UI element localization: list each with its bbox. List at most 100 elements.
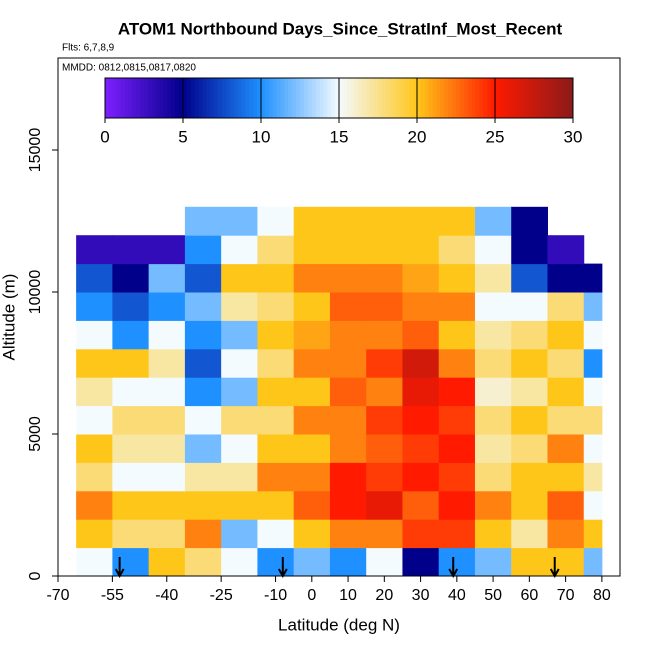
colorbar-swatch	[163, 78, 168, 118]
heat-cell	[583, 348, 603, 378]
x-tick-label: 80	[593, 587, 611, 604]
colorbar-tick-label: 0	[100, 127, 109, 146]
colorbar-swatch	[475, 78, 480, 118]
heat-cell	[76, 519, 113, 549]
colorbar-swatch	[151, 78, 157, 118]
colorbar-swatch	[237, 78, 242, 118]
colorbar-swatch	[120, 78, 125, 118]
heat-cell	[329, 377, 367, 407]
heat-cell	[148, 377, 186, 407]
heat-cell	[293, 377, 331, 407]
heat-cell	[221, 263, 258, 293]
heat-cell	[329, 292, 367, 321]
colorbar-swatch	[155, 78, 161, 118]
heat-cell	[547, 320, 585, 350]
heat-cell	[402, 490, 440, 520]
colorbar-swatch	[222, 78, 227, 118]
colorbar-swatch	[459, 78, 465, 118]
heat-cell	[329, 235, 367, 265]
colorbar-swatch	[264, 78, 270, 118]
heat-cell	[148, 547, 186, 577]
heat-cell	[184, 292, 222, 321]
heat-cell	[148, 263, 186, 293]
heat-cell	[148, 292, 186, 321]
heat-cell	[511, 490, 548, 520]
colorbar-swatch	[233, 78, 239, 118]
heat-cell	[474, 263, 512, 293]
colorbar-swatch	[284, 78, 289, 118]
colorbar-swatch	[506, 78, 512, 118]
colorbar-swatch	[510, 78, 515, 118]
heat-cell	[438, 263, 476, 293]
heat-cell	[583, 292, 603, 321]
colorbar-swatch	[420, 78, 426, 118]
colorbar-swatch	[346, 78, 352, 118]
heat-cell	[148, 348, 186, 378]
heat-cell	[402, 348, 440, 378]
heat-cell	[257, 490, 295, 520]
colorbar-swatch	[300, 78, 305, 118]
colorbar-swatch	[268, 78, 274, 118]
heat-cell	[511, 235, 548, 265]
colorbar-swatch	[381, 78, 387, 118]
heat-cell	[257, 235, 295, 265]
heat-cell	[366, 405, 403, 435]
colorbar-swatch	[471, 78, 476, 118]
heat-cell	[293, 547, 331, 577]
heat-cell	[148, 405, 186, 435]
colorbar-swatch	[350, 78, 356, 118]
x-tick-label: 70	[557, 587, 575, 604]
colorbar-swatch	[374, 78, 379, 118]
heat-cell	[583, 263, 603, 293]
heat-cell	[438, 405, 476, 435]
colorbar-swatch	[253, 78, 258, 118]
colorbar-swatch	[327, 78, 332, 118]
heat-cell	[511, 206, 548, 236]
heat-cell	[366, 490, 403, 520]
colorbar-swatch	[167, 78, 172, 118]
heat-cell	[438, 462, 476, 492]
heat-cell	[184, 490, 222, 520]
colorbar-swatch	[370, 78, 375, 118]
colorbar-swatch	[362, 78, 367, 118]
heat-cell	[366, 320, 403, 350]
heat-cell	[547, 292, 585, 321]
heat-cell	[112, 292, 150, 321]
x-tick-label: -25	[210, 587, 233, 604]
heat-cell	[402, 320, 440, 350]
heat-cell	[76, 405, 113, 435]
heat-cell	[547, 547, 585, 577]
colorbar-swatch	[436, 78, 441, 118]
heat-cell	[511, 377, 548, 407]
heat-cell	[474, 377, 512, 407]
heat-cell	[112, 547, 150, 577]
heat-cell	[474, 235, 512, 265]
heat-cell	[257, 462, 295, 492]
colorbar-swatch	[245, 78, 250, 118]
heat-cell	[148, 519, 186, 549]
heat-cell	[583, 547, 603, 577]
subtitle: Flts: 6,7,8,9	[62, 43, 115, 54]
heat-cell	[366, 263, 403, 293]
heat-cell	[112, 320, 150, 350]
x-tick-label: -40	[155, 587, 178, 604]
colorbar-swatch	[467, 78, 473, 118]
heat-cell	[329, 320, 367, 350]
heat-cell	[474, 320, 512, 350]
heat-cell	[257, 519, 295, 549]
heat-cell	[293, 263, 331, 293]
colorbar-swatch	[105, 78, 110, 118]
colorbar-swatch	[116, 78, 122, 118]
heat-cell	[221, 405, 258, 435]
colorbar-swatch	[366, 78, 371, 118]
heat-cell	[583, 405, 603, 435]
heat-cell	[402, 462, 440, 492]
colorbar-swatch	[491, 78, 496, 118]
colorbar-swatch	[397, 78, 402, 118]
heat-cell	[184, 235, 222, 265]
heat-cell	[329, 519, 367, 549]
heat-cell	[474, 405, 512, 435]
colorbar-swatch	[553, 78, 558, 118]
heat-cell	[366, 462, 403, 492]
